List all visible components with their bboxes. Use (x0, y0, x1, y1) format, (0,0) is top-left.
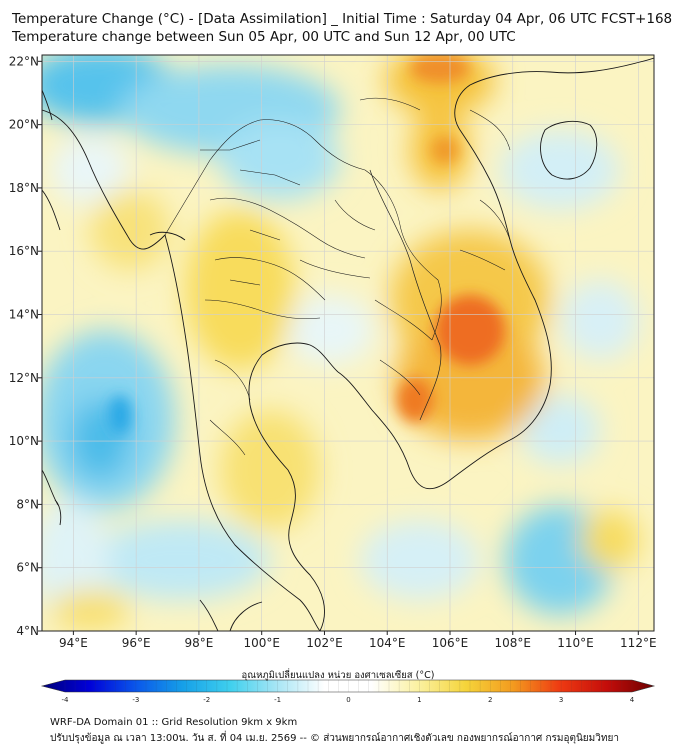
plot-frame (41, 54, 655, 632)
title-line-2: Temperature change between Sun 05 Apr, 0… (12, 29, 516, 45)
lon-tick-label: 106°E (432, 636, 469, 650)
lat-tick-label: 16°N (9, 244, 39, 258)
lon-tick-label: 102°E (306, 636, 343, 650)
lat-tick-label: 10°N (9, 434, 39, 448)
lon-tick-label: 100°E (243, 636, 280, 650)
lon-tick-label: 110°E (557, 636, 594, 650)
lon-tick-label: 96°E (122, 636, 151, 650)
colorbar-tick-labels: -4 -3 -2 -1 0 1 2 3 4 (62, 696, 635, 704)
lon-tick-label: 98°E (184, 636, 213, 650)
colorbar-tick: 1 (417, 696, 421, 704)
graticule (42, 55, 654, 631)
colorbar-tick: -4 (62, 696, 70, 704)
colorbar-tick: 3 (559, 696, 563, 704)
title-line-1: Temperature Change (°C) - [Data Assimila… (12, 11, 673, 27)
colorbar-tick: -1 (274, 696, 281, 704)
lat-tick-label: 4°N (16, 624, 39, 638)
latitude-tick-labels: 4°N 6°N 8°N 10°N 12°N 14°N 16°N 18°N 20°N 22°N (9, 54, 42, 638)
colorbar-tick: 2 (488, 696, 492, 704)
colorbar-tick: -2 (203, 696, 210, 704)
coastlines (42, 57, 654, 631)
colorbar-tick: -3 (132, 696, 139, 704)
footer-line-2: ปรับปรุงข้อมูล ณ เวลา 13:00น. วัน ส. ที่… (50, 733, 619, 744)
lat-tick-label: 18°N (9, 181, 39, 195)
colorbar-tick: 0 (346, 696, 350, 704)
lat-tick-label: 20°N (9, 118, 39, 132)
lat-tick-label: 12°N (9, 371, 39, 385)
lat-tick-label: 14°N (9, 308, 39, 322)
field-layer (42, 55, 654, 631)
lon-tick-label: 104°E (369, 636, 406, 650)
colorbar-label: อุณหภูมิเปลี่ยนแปลง หน่วย องศาเซลเซียส (… (241, 670, 435, 681)
lon-tick-label: 108°E (495, 636, 532, 650)
colorbar: -4 -3 -2 -1 0 1 2 3 4 (40, 679, 656, 704)
colorbar-tick: 4 (630, 696, 635, 704)
lat-tick-label: 22°N (9, 54, 39, 68)
lat-tick-label: 8°N (16, 497, 39, 511)
admin-borders (164, 97, 511, 456)
longitude-tick-labels: 94°E 96°E 98°E 100°E 102°E 104°E 106°E 108°E 110… (59, 631, 657, 650)
colorbar-bar (40, 679, 656, 693)
lat-tick-label: 6°N (16, 561, 39, 575)
footer-line-1: WRF-DA Domain 01 :: Grid Resolution 9km … (50, 717, 298, 728)
lon-tick-label: 112°E (620, 636, 657, 650)
lon-tick-label: 94°E (59, 636, 88, 650)
